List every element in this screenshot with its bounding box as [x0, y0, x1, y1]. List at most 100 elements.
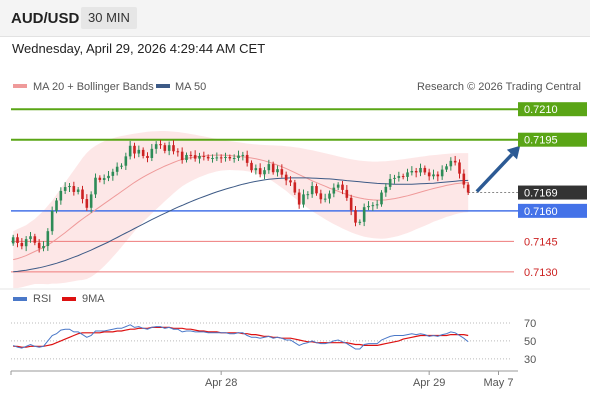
- candle: [345, 185, 349, 201]
- candle-body: [462, 173, 466, 185]
- candle-body: [406, 172, 409, 177]
- candle-body: [250, 162, 253, 171]
- candle-body: [107, 175, 110, 179]
- candle: [289, 176, 292, 187]
- rsi-swatch: [13, 297, 27, 301]
- candle: [406, 168, 409, 182]
- candle-body: [323, 198, 327, 200]
- candle-body: [384, 186, 388, 193]
- candle: [154, 141, 158, 154]
- candle-body: [206, 156, 210, 159]
- candle: [466, 182, 470, 195]
- candle: [228, 154, 232, 161]
- candle-body: [33, 236, 37, 243]
- candle: [336, 182, 340, 191]
- candle-body: [228, 156, 232, 159]
- candle: [167, 141, 171, 156]
- candle-body: [445, 166, 448, 170]
- candle: [146, 152, 149, 163]
- candle: [237, 150, 240, 162]
- candle-body: [76, 189, 80, 192]
- candle: [319, 189, 323, 204]
- level-tag-current: [518, 185, 587, 200]
- candle: [20, 238, 24, 250]
- candle-body: [414, 171, 418, 173]
- interval-button[interactable]: 30 MIN: [81, 7, 137, 29]
- candle: [198, 152, 201, 164]
- candle-body: [393, 177, 396, 179]
- candle: [137, 145, 141, 158]
- candle-body: [37, 242, 41, 249]
- candle-body: [85, 199, 89, 208]
- candle-body: [124, 156, 128, 166]
- candle-body: [219, 157, 223, 159]
- candle-body: [453, 160, 457, 163]
- rsi-legend-label: RSI: [33, 293, 51, 305]
- candle-body: [94, 177, 97, 195]
- candle: [393, 174, 396, 184]
- candle: [232, 154, 236, 163]
- candle-body: [449, 160, 453, 167]
- candle-body: [11, 237, 15, 244]
- candle: [362, 203, 366, 227]
- candle-body: [345, 189, 349, 198]
- candle-body: [319, 193, 323, 200]
- candle-body: [102, 178, 106, 180]
- candle-body: [115, 166, 119, 172]
- candle: [76, 187, 80, 195]
- candle-body: [237, 155, 240, 158]
- level-label-resistance: 0.7210: [524, 104, 558, 116]
- candle: [458, 159, 461, 179]
- candle: [172, 140, 175, 155]
- level-label-current: 0.7169: [524, 188, 558, 200]
- candle: [59, 187, 63, 205]
- level-tag-resistance: [518, 132, 587, 147]
- candle: [423, 165, 427, 175]
- candle-body: [172, 145, 175, 152]
- candle-body: [202, 155, 206, 157]
- rsi-ma-line: [13, 326, 469, 348]
- candle-body: [189, 154, 193, 156]
- candle: [111, 168, 115, 181]
- candle-body: [232, 157, 236, 159]
- candle-body: [167, 145, 171, 151]
- candle-body: [354, 210, 357, 223]
- candle: [124, 152, 128, 170]
- candle: [302, 189, 305, 208]
- candle: [37, 239, 41, 253]
- candle: [410, 166, 414, 176]
- candle: [375, 200, 379, 209]
- candle-body: [371, 205, 375, 207]
- level-tag-resistance: [518, 102, 587, 117]
- candle-body: [341, 184, 344, 190]
- candle-body: [440, 169, 444, 177]
- candle-body: [410, 171, 414, 173]
- candle-body: [458, 162, 461, 174]
- candle: [107, 171, 110, 182]
- candle: [102, 174, 106, 185]
- candle: [202, 151, 206, 161]
- candle-body: [128, 145, 132, 157]
- candle: [250, 160, 253, 173]
- candle: [388, 174, 392, 190]
- candle: [55, 198, 58, 214]
- candle: [380, 190, 383, 207]
- candle: [211, 154, 214, 163]
- candle-body: [280, 169, 284, 175]
- candle: [193, 150, 197, 162]
- candle: [133, 142, 136, 159]
- candle-body: [185, 154, 188, 161]
- chart-header: AUD/USD 30 MIN: [0, 0, 590, 37]
- candle-body: [388, 178, 392, 187]
- candle-body: [310, 186, 314, 195]
- candle-body: [55, 200, 58, 211]
- ma20-legend-label: MA 20 + Bollinger Bands: [33, 81, 154, 93]
- candle: [11, 234, 15, 246]
- candle-body: [306, 194, 310, 196]
- candle: [401, 173, 405, 180]
- rsi-ma-swatch: [62, 297, 76, 301]
- ma20-swatch: [13, 84, 27, 88]
- candle: [206, 154, 210, 161]
- candle: [436, 171, 440, 182]
- candle-body: [289, 180, 292, 183]
